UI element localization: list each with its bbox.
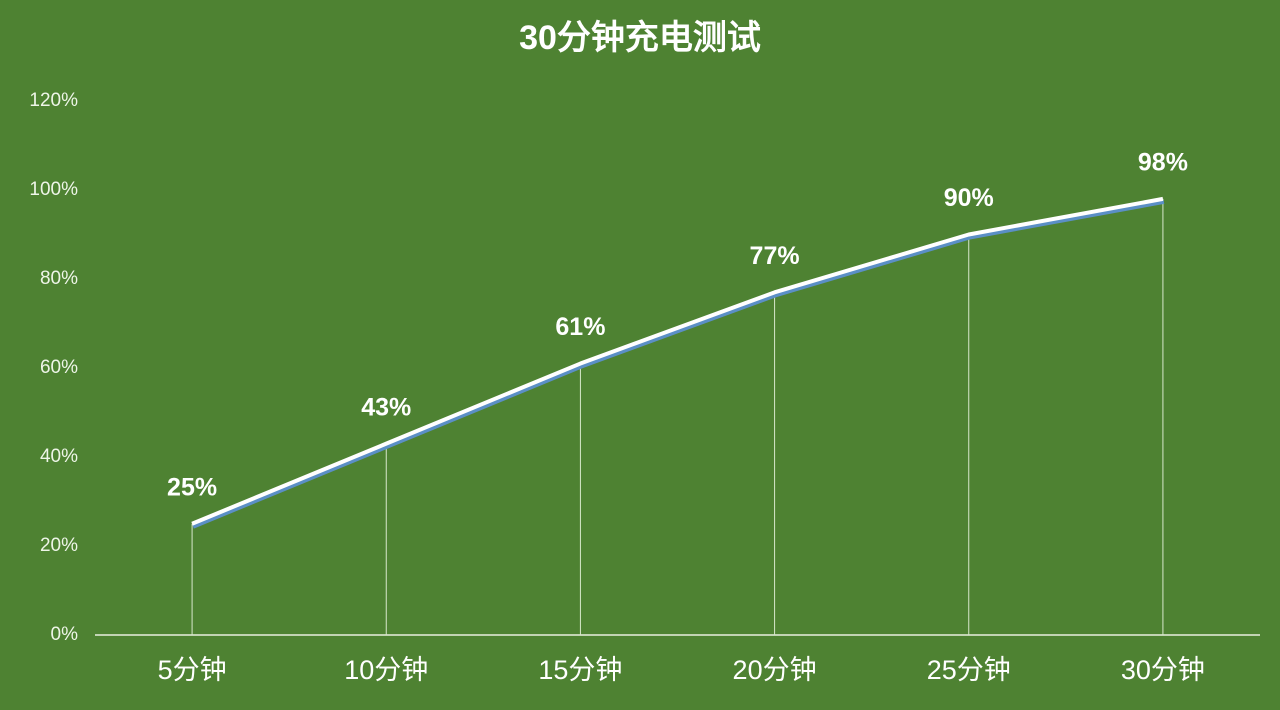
x-tick-label: 20分钟 <box>733 655 817 685</box>
y-tick-label: 120% <box>29 90 78 111</box>
data-label: 90% <box>944 184 994 212</box>
chart-title: 30分钟充电测试 <box>519 19 761 57</box>
y-tick-label: 20% <box>40 535 78 556</box>
line-shadow <box>192 199 1165 529</box>
x-tick-label: 25分钟 <box>927 655 1011 685</box>
line <box>191 196 1164 526</box>
y-tick-label: 0% <box>51 624 79 645</box>
data-label: 43% <box>361 393 411 421</box>
y-tick-label: 60% <box>40 357 78 378</box>
x-tick-label: 30分钟 <box>1121 655 1205 685</box>
data-label: 61% <box>555 313 605 341</box>
x-tick-label: 5分钟 <box>158 655 227 685</box>
data-label: 98% <box>1138 149 1188 177</box>
y-tick-label: 80% <box>40 268 78 289</box>
data-label: 77% <box>750 242 800 270</box>
y-tick-label: 40% <box>40 446 78 467</box>
y-tick-label: 100% <box>29 179 78 200</box>
x-tick-label: 15分钟 <box>538 655 622 685</box>
data-label: 25% <box>167 473 217 501</box>
x-tick-label: 10分钟 <box>344 655 428 685</box>
